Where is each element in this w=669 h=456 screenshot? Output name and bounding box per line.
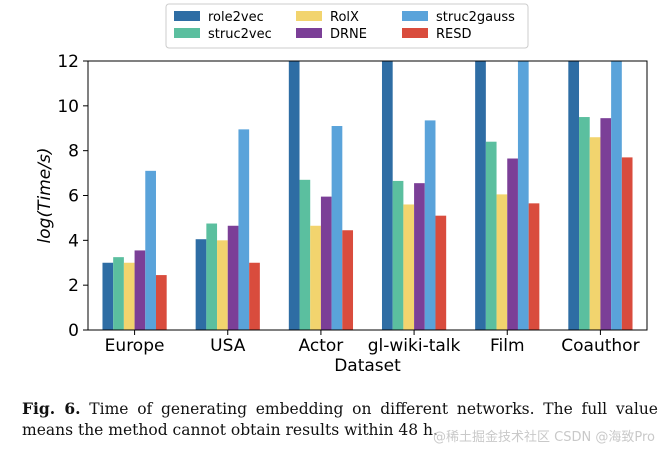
bars bbox=[102, 61, 633, 331]
bar-struc2gauss-actor bbox=[331, 126, 343, 330]
bar-rolx-europe bbox=[123, 262, 135, 330]
y-tick-label: 0 bbox=[68, 321, 79, 341]
legend: role2vec struc2vec RolX DRNE struc2gauss RESD bbox=[165, 3, 529, 49]
bar-resd-usa bbox=[249, 262, 260, 330]
x-tick-label: gl-wiki-talk bbox=[368, 336, 461, 356]
y-tick-label: 4 bbox=[68, 231, 79, 251]
watermark: @稀土掘金技术社区 CSDN @海致Pro bbox=[433, 430, 655, 445]
x-tick-label: Europe bbox=[105, 336, 165, 356]
caption-text: Time of generating embedding on differen… bbox=[22, 400, 658, 439]
bar-rolx-coauthor bbox=[589, 137, 601, 330]
bar-drne-coauthor bbox=[600, 118, 612, 330]
x-axis-label: Dataset bbox=[334, 356, 401, 376]
legend-label-struc2vec: struc2vec bbox=[208, 27, 272, 42]
legend-label-drne: DRNE bbox=[330, 27, 367, 42]
x-tick-label: Film bbox=[490, 336, 525, 356]
bar-struc2vec-actor bbox=[299, 179, 311, 330]
x-tick-label: USA bbox=[210, 336, 246, 356]
bar-chart: role2vec struc2vec RolX DRNE struc2gauss RESD… bbox=[35, 3, 648, 376]
legend-swatch-resd bbox=[402, 28, 428, 38]
axes-frame bbox=[87, 60, 648, 331]
x-tick-label: Coauthor bbox=[561, 336, 639, 356]
caption-label: Fig. 6. bbox=[22, 399, 81, 418]
y-axis-label: log(Time/s) bbox=[35, 148, 55, 244]
bar-struc2vec-film bbox=[485, 141, 497, 330]
x-tick-label: Actor bbox=[299, 336, 344, 356]
legend-label-rolx: RolX bbox=[330, 10, 359, 25]
bar-struc2gauss-coauthor bbox=[611, 61, 622, 330]
legend-label-role2vec: role2vec bbox=[208, 10, 264, 25]
bar-struc2gauss-europe bbox=[145, 170, 156, 330]
bar-role2vec-coauthor bbox=[568, 61, 580, 330]
bar-role2vec-film bbox=[475, 61, 486, 330]
bar-drne-europe bbox=[134, 250, 146, 330]
legend-box bbox=[165, 3, 529, 49]
y-tick-label: 12 bbox=[57, 52, 79, 72]
y-tick-label: 8 bbox=[68, 142, 79, 162]
bar-rolx-actor bbox=[310, 225, 321, 330]
legend-swatch-drne bbox=[296, 28, 322, 38]
legend-label-resd: RESD bbox=[436, 27, 472, 42]
y-tick-label: 6 bbox=[68, 187, 79, 207]
bar-resd-actor bbox=[342, 230, 354, 330]
bar-rolx-film bbox=[496, 194, 508, 330]
bar-resd-europe bbox=[155, 275, 167, 330]
bar-struc2gauss-gl-wiki-talk bbox=[424, 120, 436, 331]
bar-struc2gauss-usa bbox=[238, 129, 250, 330]
legend-swatch-rolx bbox=[296, 11, 322, 21]
bar-resd-gl-wiki-talk bbox=[435, 215, 447, 330]
bar-struc2vec-coauthor bbox=[579, 117, 590, 330]
bar-resd-coauthor bbox=[621, 157, 633, 330]
bar-role2vec-gl-wiki-talk bbox=[381, 61, 393, 330]
figure-caption: Fig. 6. Time of generating embedding on … bbox=[22, 398, 658, 441]
bar-resd-film bbox=[528, 203, 540, 330]
legend-swatch-role2vec bbox=[174, 11, 200, 21]
bar-rolx-usa bbox=[217, 240, 228, 330]
legend-swatch-struc2gauss bbox=[402, 11, 428, 21]
legend-swatch-struc2vec bbox=[174, 28, 200, 38]
bar-struc2vec-gl-wiki-talk bbox=[392, 180, 404, 330]
bar-drne-usa bbox=[227, 225, 239, 330]
bar-role2vec-europe bbox=[102, 262, 114, 330]
bar-role2vec-actor bbox=[288, 61, 300, 330]
bar-drne-gl-wiki-talk bbox=[414, 183, 425, 330]
bar-struc2gauss-film bbox=[517, 61, 529, 330]
axes: 0 2 4 6 8 10 12 Europe USA Actor gl-wiki-talk Film C… bbox=[35, 52, 648, 376]
bar-rolx-gl-wiki-talk bbox=[403, 204, 415, 330]
bar-struc2vec-europe bbox=[113, 257, 124, 330]
bar-role2vec-usa bbox=[195, 239, 207, 330]
bar-struc2vec-usa bbox=[206, 223, 218, 330]
y-tick-label: 10 bbox=[57, 97, 79, 117]
bar-drne-actor bbox=[320, 196, 332, 330]
legend-label-struc2gauss: struc2gauss bbox=[436, 10, 515, 25]
bar-drne-film bbox=[507, 158, 518, 330]
y-tick-label: 2 bbox=[68, 276, 79, 296]
